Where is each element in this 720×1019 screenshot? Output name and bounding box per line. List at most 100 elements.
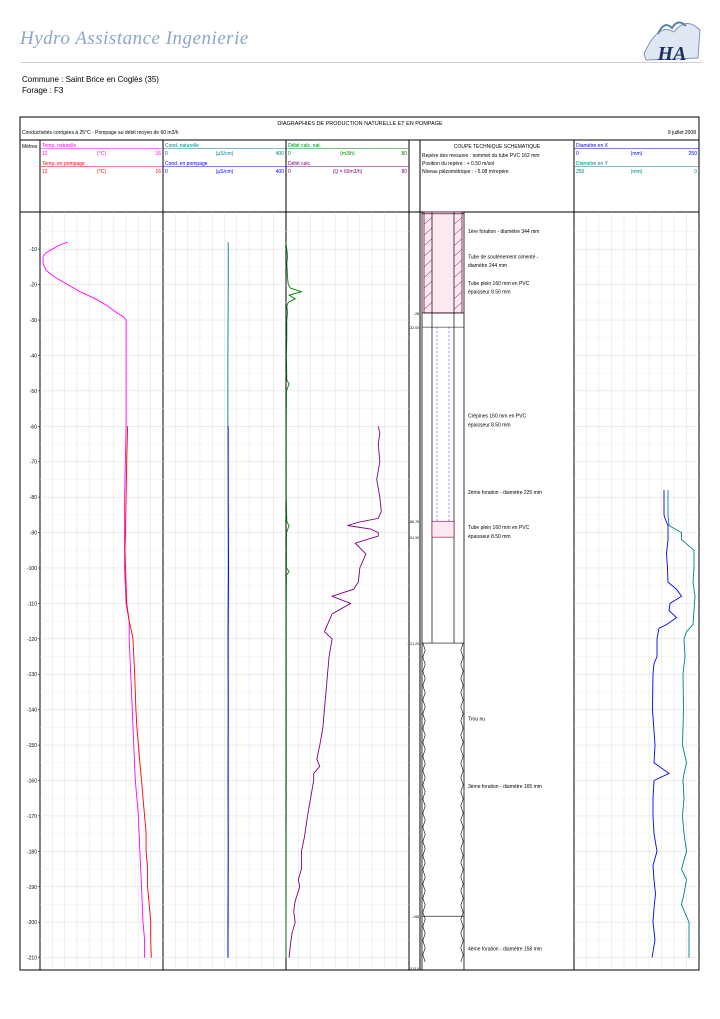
track-header-max: 16 [155,151,161,157]
casing-hatch [423,249,433,257]
coupe-annotation: Crépines 160 mm en PVC [468,414,526,420]
track-header-unit: (m3/h) [340,151,355,157]
logo-wave [643,23,701,61]
coupe-annotation: 2ème foration - diamètre 225 mm [468,490,542,496]
track-header-max: 400 [276,151,285,157]
track-header-min: 250 [576,169,585,175]
cemented-casing [423,211,463,314]
coupe-depth-mark: -198 [412,915,419,919]
open-hole-wall-right [460,643,464,962]
casing-hatch [453,259,463,268]
track-header-min: 12 [42,169,48,175]
coupe-header-line: Position du repère : + 0.50 m/sol [422,161,494,167]
track-header-max: 80 [401,151,407,157]
coupe-annotation: Tube de soutènement cimenté - [468,254,539,260]
coupe-annotation: diamètre 244 mm [468,263,507,269]
coupe-annotation: 1ère foration - diamètre 344 mm [468,229,539,235]
series-line-temp-1 [124,426,152,958]
casing-hatch [453,217,463,225]
open-hole-wall-left [422,643,426,962]
depth-axis-label: Mètres [22,144,38,150]
depth-tick-label: -90 [30,531,37,537]
series-line-diam-0 [651,490,683,958]
depth-tick-label: -30 [30,318,37,324]
coupe-annotation: Tube plein 160 mm en PVC [468,525,530,531]
track-header-max: 400 [276,169,285,175]
coupe-annotation: Trou nu [468,717,485,723]
depth-tick-label: -140 [27,708,37,714]
track-header-min: 12 [42,151,48,157]
depth-tick-label: -100 [27,566,37,572]
coupe-depth-mark: -32.00 [409,326,419,330]
chart-title: DIAGRAPHIES DE PRODUCTION NATURELLE ET E… [277,121,443,127]
coupe-depth-mark: -213.0 [409,967,419,971]
depth-tick-label: -70 [30,460,37,466]
series-line-cond-1 [227,426,229,958]
track-header-unit: (mm) [631,151,643,157]
coupe-header-line: Repère des mesures : sommet du tube PVC … [422,153,540,159]
track-header-min: 0 [165,151,168,157]
coupe-annotation: 3ème foration - diamètre 165 mm [468,784,542,790]
logo-letters: HA [657,43,687,65]
plain-tube-section [431,520,455,538]
company-logo: HA [643,21,701,65]
series-line-debit-1 [288,426,382,958]
track-header-unit: (°C) [97,151,106,157]
track-header-name: Cond. en pompage [165,161,208,167]
casing-hatch [453,302,463,310]
coupe-depth-mark: -121.20 [407,642,419,646]
depth-tick-label: -80 [30,495,37,501]
depth-tick-label: -160 [27,779,37,785]
casing-hatch [423,227,433,236]
casing-hatch [423,291,433,299]
casing-hatch [423,280,433,289]
company-name: Hydro Assistance Ingenierie [20,28,249,49]
track-header-unit: (µS/cm) [216,169,234,175]
track-header-name: Débit calc. [288,161,311,167]
track-header-max: 0 [694,169,697,175]
depth-tick-label: -130 [27,672,37,678]
casing-hatch [453,270,463,278]
track-header-min: 0 [288,151,291,157]
casing-hatch [453,291,463,299]
depth-tick-label: -10 [30,247,37,253]
series-line-debit-0 [285,242,303,958]
track-header-name: Diamètre en Y [576,161,609,167]
series-line-temp-0 [42,241,146,958]
track-header-min: 0 [576,151,579,157]
coupe-annotation: épaisseur 8.50 mm [468,534,511,540]
track-header-max: 80 [401,169,407,175]
depth-tick-label: -190 [27,885,37,891]
depth-tick-label: -60 [30,424,37,430]
depth-tick-label: -20 [30,283,37,289]
coupe-annotation: 4ème foration - diamètre 158 mm [468,947,542,953]
depth-tick-label: -180 [27,849,37,855]
depth-tick-label: -170 [27,814,37,820]
casing-hatch [453,238,463,246]
coupe-depth-mark: -28 [414,312,419,316]
header-rule [20,62,702,63]
track-header-unit: (mm) [631,169,643,175]
chart-frame [19,116,700,971]
coupe-title: COUPE TECHNIQUE SCHEMATIQUE [454,144,541,150]
depth-tick-label: -210 [27,956,37,962]
track-header-unit: (µS/cm) [216,151,234,157]
casing-hatch [423,259,433,268]
chart-subtitle: Conductivités corrigées à 25°C - Pompage… [22,130,179,136]
casing-hatch [423,217,433,225]
casing-hatch [453,280,463,289]
track-header-name: Diamètre en X [576,143,609,149]
depth-tick-label: -110 [27,601,37,607]
chart-date: 9 juillet 2008 [668,130,696,136]
depth-tick-label: -150 [27,743,37,749]
depth-tick-label: -200 [27,920,37,926]
track-header-name: Débit calc. nat. [288,143,321,149]
depth-tick-label: -120 [27,637,37,643]
coupe-depth-mark: -86.75 [409,520,419,524]
casing-hatch [423,270,433,278]
logo-splash [657,21,687,35]
commune-label: Commune : Saint Brice en Coglès (35) [22,75,159,84]
series-line-diam-1 [667,490,696,958]
casing-hatch [423,238,433,246]
track-header-unit: (°C) [97,169,106,175]
